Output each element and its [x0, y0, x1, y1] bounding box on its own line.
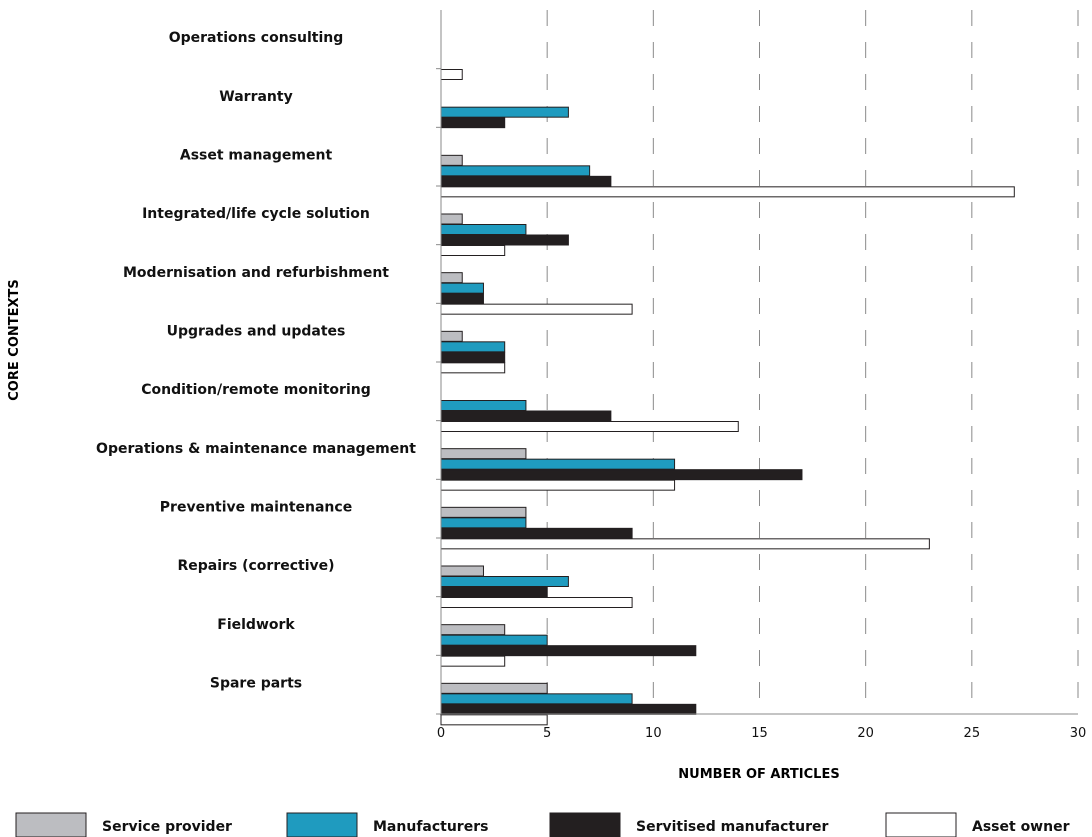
- bar: [440, 272, 463, 284]
- bar: [440, 527, 633, 539]
- bar: [440, 479, 676, 491]
- bar: [440, 293, 484, 305]
- legend-swatch: [549, 812, 621, 837]
- bar: [440, 714, 548, 726]
- bar: [440, 448, 527, 460]
- x-tick-label: 5: [543, 726, 551, 741]
- category-label: Spare parts: [210, 675, 302, 691]
- category-labels: Operations consulting Warranty Asset manag…: [96, 30, 416, 691]
- bar: [440, 224, 527, 235]
- legend-swatch: [286, 812, 358, 837]
- bar: [440, 362, 506, 374]
- y-axis-title: CORE CONTEXTS: [7, 279, 22, 400]
- category-label: Fieldwork: [217, 617, 295, 633]
- bar: [440, 458, 676, 470]
- x-axis-title: NUMBER OF ARTICLES: [678, 767, 839, 782]
- legend-label: Asset owner: [972, 819, 1070, 835]
- x-tick-labels: 0 5 10 15 20 25 30: [437, 726, 1086, 741]
- bar: [440, 303, 633, 315]
- bar: [440, 175, 612, 187]
- bar: [440, 597, 633, 608]
- bar: [440, 634, 548, 646]
- x-tick-label: 20: [857, 726, 874, 741]
- legend-label: Service provider: [102, 819, 232, 835]
- bar: [440, 538, 930, 550]
- bar: [440, 655, 506, 667]
- bar: [440, 245, 506, 256]
- legend-label: Servitised manufacturer: [636, 819, 828, 835]
- bar: [440, 645, 697, 657]
- category-label: Warranty: [219, 89, 292, 105]
- bar: [440, 282, 484, 294]
- category-label: Repairs (corrective): [177, 558, 334, 574]
- x-tick-label: 30: [1070, 726, 1087, 741]
- legend: Service provider Manufacturers Servitised …: [15, 812, 1070, 837]
- bar: [440, 330, 463, 342]
- bar: [440, 517, 527, 529]
- x-tick-label: 0: [437, 726, 445, 741]
- category-label: Modernisation and refurbishment: [123, 265, 389, 281]
- bar: [440, 106, 569, 118]
- bar: [440, 682, 548, 694]
- bar: [440, 703, 697, 715]
- category-label: Integrated/life cycle solution: [142, 206, 370, 222]
- bars: [440, 69, 1015, 726]
- bar: [440, 117, 506, 129]
- bar: [440, 506, 527, 518]
- category-label: Operations consulting: [169, 30, 344, 46]
- bar: [440, 586, 548, 598]
- legend-swatch: [885, 812, 957, 837]
- bar: [440, 351, 506, 363]
- bar: [440, 234, 569, 246]
- bar: [440, 341, 506, 353]
- bar: [440, 400, 527, 411]
- bar: [440, 565, 484, 577]
- bar: [440, 410, 612, 422]
- bar: [440, 576, 569, 587]
- x-tick-label: 25: [964, 726, 981, 741]
- legend-label: Manufacturers: [373, 819, 488, 835]
- category-label: Condition/remote monitoring: [141, 382, 371, 398]
- bar: [440, 469, 803, 481]
- x-tick-label: 15: [751, 726, 768, 741]
- bar: [440, 693, 633, 705]
- category-label: Preventive maintenance: [160, 499, 352, 515]
- legend-swatch: [15, 812, 87, 837]
- category-label: Upgrades and updates: [167, 323, 346, 339]
- bar: [440, 421, 739, 432]
- category-label: Asset management: [180, 147, 333, 163]
- bar: [440, 165, 591, 177]
- bar: [440, 213, 463, 225]
- category-label: Operations & maintenance management: [96, 441, 416, 457]
- bar: [440, 154, 463, 166]
- bar: [440, 624, 506, 636]
- bar: [440, 69, 463, 80]
- bar: [440, 186, 1015, 198]
- x-tick-label: 10: [645, 726, 662, 741]
